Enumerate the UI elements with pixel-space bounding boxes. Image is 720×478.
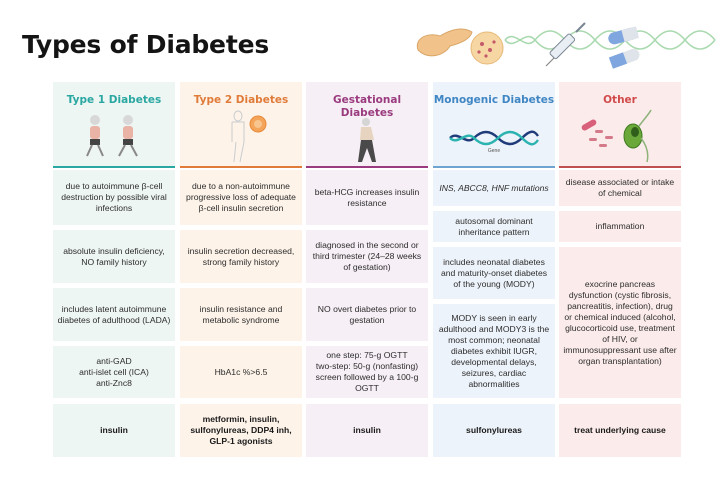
pregnant-woman-icon (358, 118, 376, 162)
gene-icon: Gene (449, 130, 539, 154)
column-other: Other (559, 82, 681, 168)
header-title: Gestational Diabetes (332, 94, 402, 119)
cell-gestational-test: one step: 75-g OGTT two-step: 50-g (nonf… (306, 346, 428, 398)
header-other: Other (559, 82, 681, 168)
cell-gestational-treatment: insulin (306, 404, 428, 457)
header-monogenic: Monogenic Diabetes Gene (433, 82, 555, 168)
column-gestational: Gestational Diabetes (306, 82, 428, 168)
syringe-icon (545, 22, 586, 67)
body-pancreas-icon (231, 110, 267, 163)
cell-gestational-cause: beta-HCG increases insulin resistance (306, 170, 428, 225)
cell-monogenic-inheritance: autosomal dominant inheritance pattern (433, 211, 555, 242)
cell-gestational-criteria: NO overt diabetes prior to gestation (306, 288, 428, 341)
cell-type1-subtype: includes latent autoimmune diabetes of a… (53, 288, 175, 341)
cell-type2-diagnosis: HbA1c %>6.5 (180, 346, 302, 398)
capsule-icon (608, 26, 640, 69)
cell-monogenic-subtypes: includes neonatal diabetes and maturity-… (433, 247, 555, 299)
cell-type2-treatment: metformin, insulin, sulfonylureas, DDP4 … (180, 404, 302, 457)
column-type2: Type 2 Diabetes (180, 82, 302, 168)
header-gestational: Gestational Diabetes (306, 82, 428, 168)
cell-other-inflammation: inflammation (559, 211, 681, 242)
column-type1: Type 1 Diabetes (53, 82, 175, 168)
header-type2: Type 2 Diabetes (180, 82, 302, 168)
gene-label: Gene (488, 148, 500, 154)
header-type1: Type 1 Diabetes (53, 82, 175, 168)
cell-type1-cause: due to autoimmune β-cell destruction by … (53, 170, 175, 225)
header-title: Other (603, 94, 637, 106)
cell-type2-features: insulin resistance and metabolic syndrom… (180, 288, 302, 341)
header-title: Type 1 Diabetes (66, 94, 162, 106)
page-title: Types of Diabetes (22, 30, 270, 59)
cell-monogenic-treatment: sulfonylureas (433, 404, 555, 457)
header-title: Monogenic Diabetes (433, 94, 555, 106)
cell-type1-markers: anti-GAD anti-islet cell (ICA) anti-Znc8 (53, 346, 175, 398)
dna-helix-icon (504, 30, 716, 50)
running-children-icon (86, 115, 138, 157)
column-monogenic: Monogenic Diabetes Gene (433, 82, 555, 168)
cell-monogenic-genes: INS, ABCC8, HNF mutations (433, 170, 555, 206)
cell-type1-insulin: absolute insulin deficiency, NO family h… (53, 230, 175, 283)
header-title: Type 2 Diabetes (193, 94, 289, 106)
cell-other-treatment: treat underlying cause (559, 404, 681, 457)
pancreas-icon (416, 28, 473, 57)
islet-cell-icon (470, 31, 504, 65)
cell-other-cause: disease associated or intake of chemical (559, 170, 681, 206)
cell-type2-cause: due to a non-autoimmune progressive loss… (180, 170, 302, 225)
cell-other-etiology: exocrine pancreas dysfunction (cystic fi… (559, 247, 681, 398)
cell-gestational-timing: diagnosed in the second or third trimest… (306, 230, 428, 283)
hero-illustration (416, 22, 716, 69)
cell-type1-treatment: insulin (53, 404, 175, 457)
cell-monogenic-features: MODY is seen in early adulthood and MODY… (433, 304, 555, 398)
cell-type2-insulin: insulin secretion decreased, strong fami… (180, 230, 302, 283)
bacteria-gallbladder-icon (581, 109, 652, 163)
